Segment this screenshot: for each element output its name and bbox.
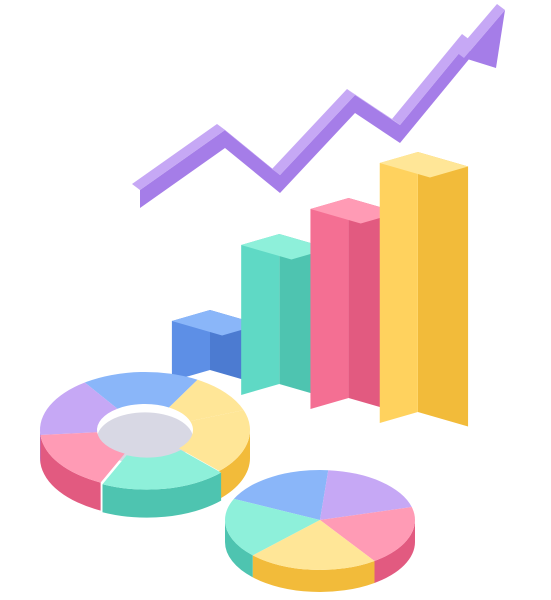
arrow-front xyxy=(280,95,355,193)
bar-left-face xyxy=(380,152,418,423)
arrow-front xyxy=(140,130,225,208)
donut-chart xyxy=(40,372,250,518)
bar-right-face xyxy=(418,152,468,427)
arrow-top xyxy=(217,124,280,175)
bar-left-face xyxy=(310,198,348,409)
infographic-canvas xyxy=(0,0,551,600)
arrow-top xyxy=(392,34,470,125)
arrow-top xyxy=(272,89,355,175)
arrow-front xyxy=(400,40,470,143)
arrow-front xyxy=(225,130,280,193)
bar-chart xyxy=(172,152,468,427)
bar-left-face xyxy=(241,234,279,395)
pie-chart xyxy=(225,470,415,592)
